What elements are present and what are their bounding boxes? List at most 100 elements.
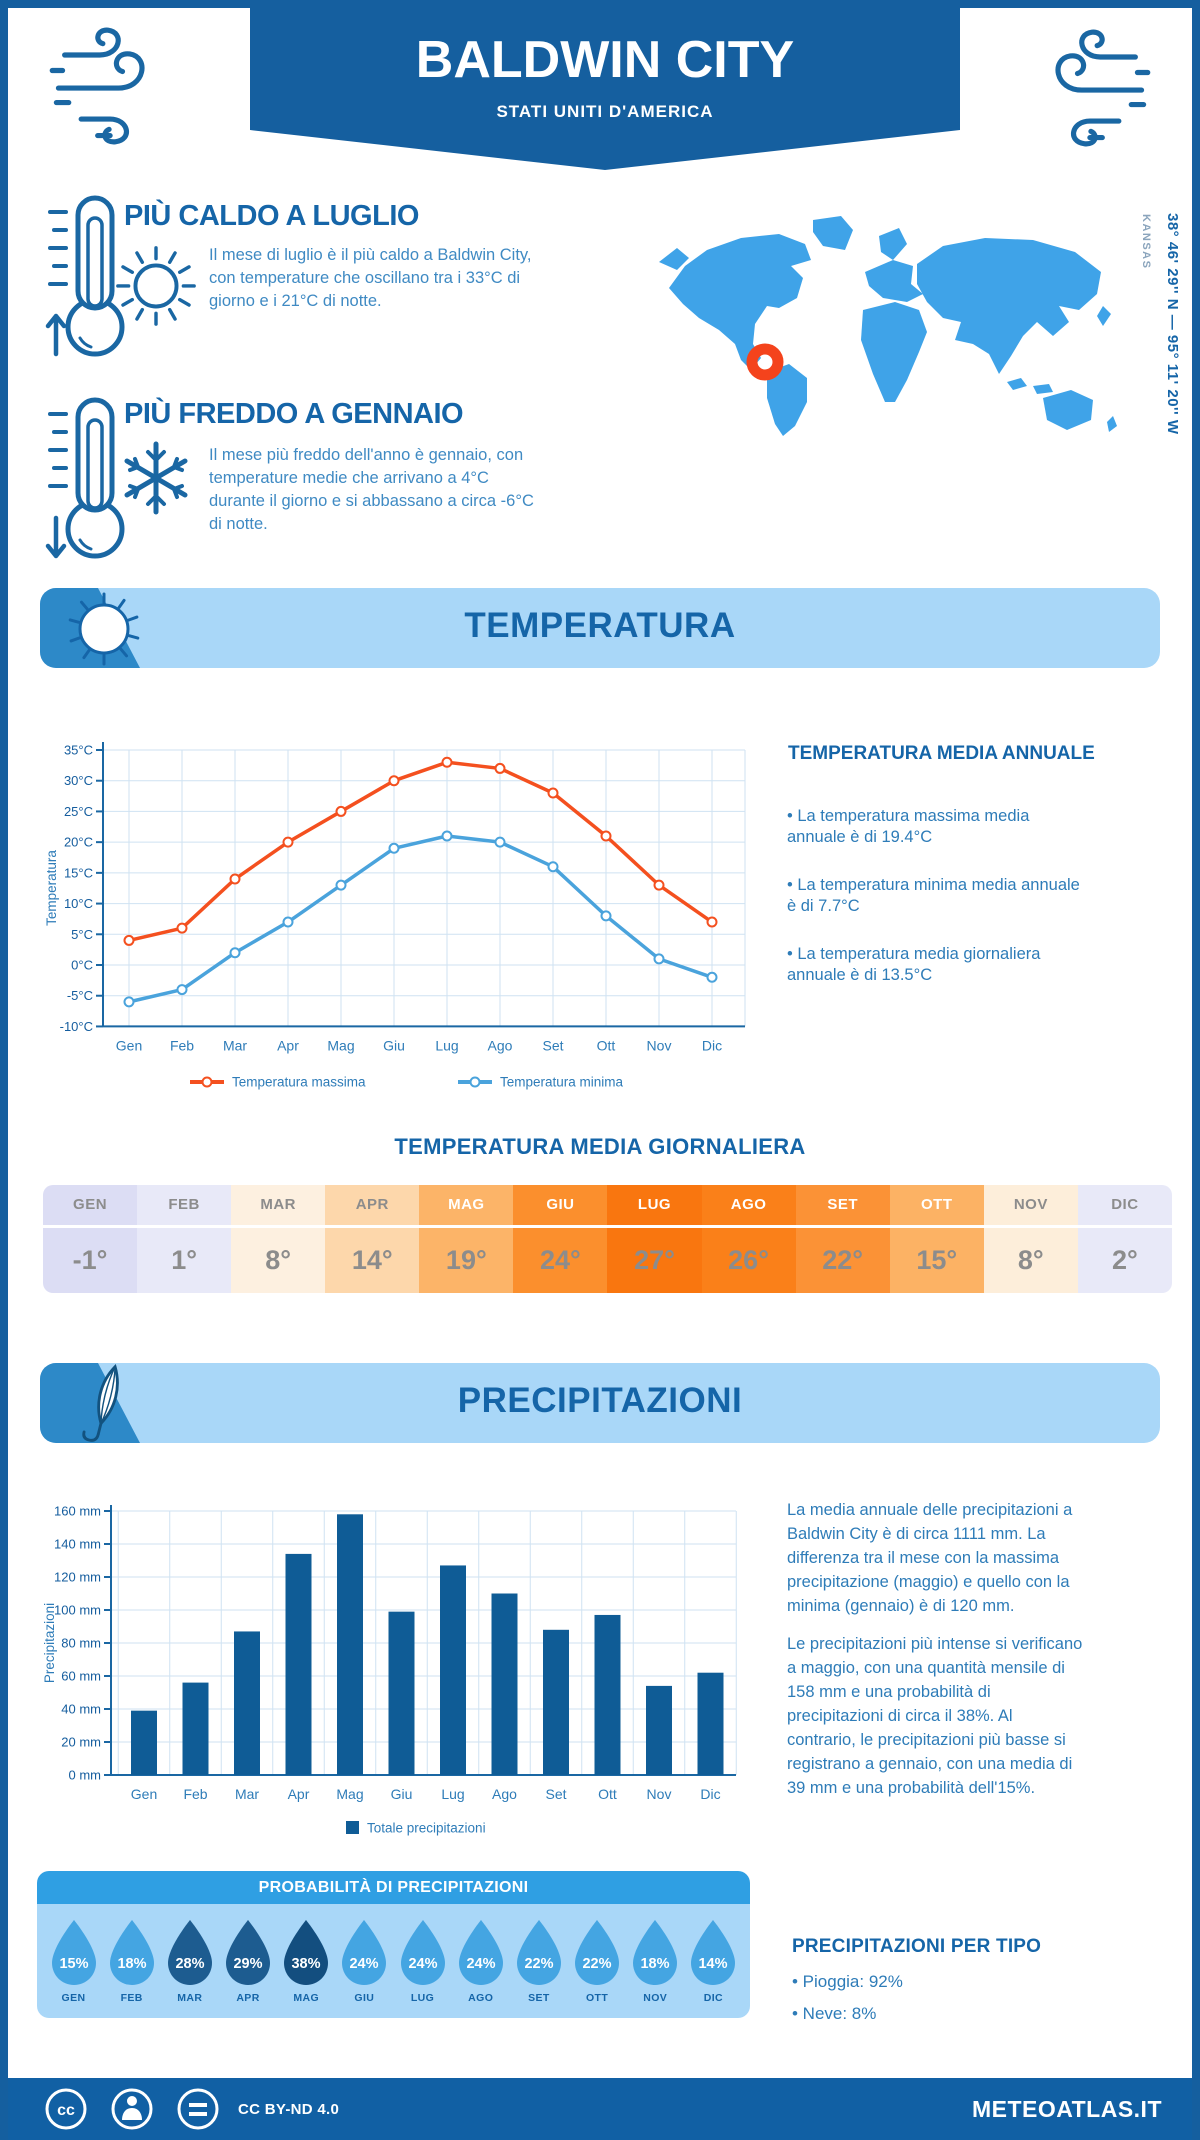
table-column: OTT 15° (889, 1185, 984, 1293)
drop-month-label: NOV (643, 1992, 668, 2004)
table-month-header: MAG (419, 1185, 514, 1225)
drop-month-label: GEN (61, 1992, 86, 2004)
precipitation-paragraph-2: Le precipitazioni più intense si verific… (787, 1635, 1083, 1797)
hot-section-text: Il mese di luglio è il più caldo a Baldw… (209, 246, 532, 310)
thermometer-cold-icon (45, 397, 125, 559)
probability-drop: 29% APR (220, 1917, 277, 2004)
precipitation-paragraph-1: La media annuale delle precipitazioni a … (787, 1501, 1073, 1615)
raindrop-icon: 38% (284, 1920, 329, 1985)
svg-text:22%: 22% (583, 1956, 612, 1972)
precipitation-banner-title: PRECIPITAZIONI (457, 1381, 743, 1420)
footer: cc CC BY-ND 4.0 METEOATLAS.IT (0, 2078, 1200, 2140)
svg-text:Gen: Gen (116, 1037, 142, 1053)
svg-text:Ago: Ago (488, 1037, 513, 1053)
wind-icon (49, 27, 145, 145)
table-column: LUG 27° (607, 1185, 702, 1293)
svg-text:Feb: Feb (170, 1037, 194, 1053)
raindrop-icon: 24% (400, 1920, 445, 1985)
daily-table-title: TEMPERATURA MEDIA GIORNALIERA (394, 1134, 806, 1159)
table-month-header: MAR (231, 1185, 326, 1225)
site-name[interactable]: METEOATLAS.IT (971, 2095, 1162, 2122)
table-column: MAR 8° (231, 1185, 326, 1293)
svg-text:60 mm: 60 mm (61, 1669, 101, 1684)
raindrop-icon: 24% (342, 1920, 387, 1985)
probability-drop: 14% DIC (685, 1917, 742, 2004)
svg-text:Ott: Ott (597, 1037, 616, 1053)
probability-drop: 38% MAG (278, 1917, 335, 2004)
drop-month-label: MAG (293, 1992, 320, 2004)
svg-text:20°C: 20°C (64, 835, 93, 850)
svg-text:80 mm: 80 mm (61, 1636, 101, 1651)
svg-text:35°C: 35°C (64, 743, 93, 758)
probability-drop: 18% FEB (103, 1917, 160, 2004)
svg-text:24%: 24% (466, 1956, 495, 1972)
table-column: FEB 1° (137, 1185, 232, 1293)
svg-text:Mar: Mar (235, 1786, 259, 1802)
svg-text:28%: 28% (175, 1956, 204, 1972)
wind-icon (1055, 29, 1151, 147)
svg-text:20 mm: 20 mm (61, 1735, 101, 1750)
raindrop-icon: 18% (633, 1920, 678, 1985)
svg-text:100 mm: 100 mm (54, 1603, 101, 1618)
svg-text:Mar: Mar (223, 1037, 247, 1053)
annual-bullet: • La temperatura minima media annuale è … (787, 876, 1080, 915)
svg-text:120 mm: 120 mm (54, 1570, 101, 1585)
svg-text:40 mm: 40 mm (61, 1702, 101, 1717)
svg-text:Apr: Apr (277, 1037, 299, 1053)
annual-temperature-title: TEMPERATURA MEDIA ANNUALE (788, 743, 1095, 764)
svg-text:Temperatura massima: Temperatura massima (232, 1075, 366, 1090)
table-column: GIU 24° (513, 1185, 608, 1293)
drop-month-label: AGO (468, 1992, 494, 2004)
svg-text:18%: 18% (117, 1956, 146, 1972)
table-temperature-value: 24° (513, 1228, 608, 1293)
table-temperature-value: 2° (1077, 1228, 1172, 1293)
probability-drop: 24% GIU (336, 1917, 393, 2004)
table-column: MAG 19° (419, 1185, 514, 1293)
umbrella-icon (82, 1363, 119, 1442)
svg-text:Nov: Nov (647, 1786, 672, 1802)
probability-drop: 22% SET (510, 1917, 567, 2004)
probability-drop: 24% LUG (394, 1917, 451, 2004)
svg-text:Totale precipitazioni: Totale precipitazioni (367, 1821, 486, 1836)
temperature-chart: 35°C 30°C 25°C 20°C 15°C 10°C 5°C 0°C -5°C -10°C G… (44, 742, 746, 1090)
svg-text:5°C: 5°C (71, 927, 93, 942)
svg-text:-10°C: -10°C (60, 1019, 93, 1034)
table-month-header: APR (325, 1185, 420, 1225)
drop-month-label: OTT (585, 1992, 609, 2004)
probability-drops: 15% GEN 18% FEB 28% MAR 29% APR 38% MAG 24% GIU 24% L… (37, 1904, 750, 2018)
cc-license-icons: cc (45, 2088, 219, 2130)
svg-text:Mag: Mag (327, 1037, 354, 1053)
svg-text:Precipitazioni: Precipitazioni (42, 1603, 57, 1683)
per-tipo-item: • Neve: 8% (792, 2004, 877, 2023)
raindrop-icon: 29% (226, 1920, 271, 1985)
table-month-header: GEN (43, 1185, 138, 1225)
table-column: NOV 8° (983, 1185, 1078, 1293)
svg-text:22%: 22% (524, 1956, 553, 1972)
svg-text:140 mm: 140 mm (54, 1537, 101, 1552)
probability-drop: 22% OTT (569, 1917, 626, 2004)
cold-section-text: Il mese più freddo dell'anno è gennaio, … (209, 446, 534, 533)
svg-text:10°C: 10°C (64, 896, 93, 911)
svg-text:38%: 38% (292, 1956, 321, 1972)
table-temperature-value: 15° (889, 1228, 984, 1293)
table-temperature-value: -1° (43, 1228, 138, 1293)
map-region-label: KANSAS (1140, 214, 1152, 270)
svg-text:Temperatura minima: Temperatura minima (500, 1075, 624, 1090)
svg-text:Ago: Ago (492, 1786, 517, 1802)
table-temperature-value: 14° (325, 1228, 420, 1293)
map-coordinates: 38° 46' 29'' N — 95° 11' 20'' W (1164, 213, 1181, 435)
raindrop-icon: 14% (691, 1920, 736, 1985)
svg-text:Dic: Dic (700, 1786, 720, 1802)
raindrop-icon: 22% (575, 1920, 620, 1985)
svg-text:Set: Set (545, 1786, 566, 1802)
precipitation-chart: 0 mm 20 mm 40 mm 60 mm 80 mm 100 mm 120 mm 140 … (42, 1504, 737, 1836)
drop-month-label: SET (528, 1992, 550, 2004)
table-month-header: SET (795, 1185, 890, 1225)
drop-month-label: APR (236, 1992, 260, 2004)
table-column: DIC 2° (1077, 1185, 1172, 1293)
svg-text:Temperatura: Temperatura (44, 850, 59, 926)
table-temperature-value: 8° (983, 1228, 1078, 1293)
svg-text:30°C: 30°C (64, 773, 93, 788)
table-column: APR 14° (325, 1185, 420, 1293)
svg-text:Ott: Ott (598, 1786, 617, 1802)
